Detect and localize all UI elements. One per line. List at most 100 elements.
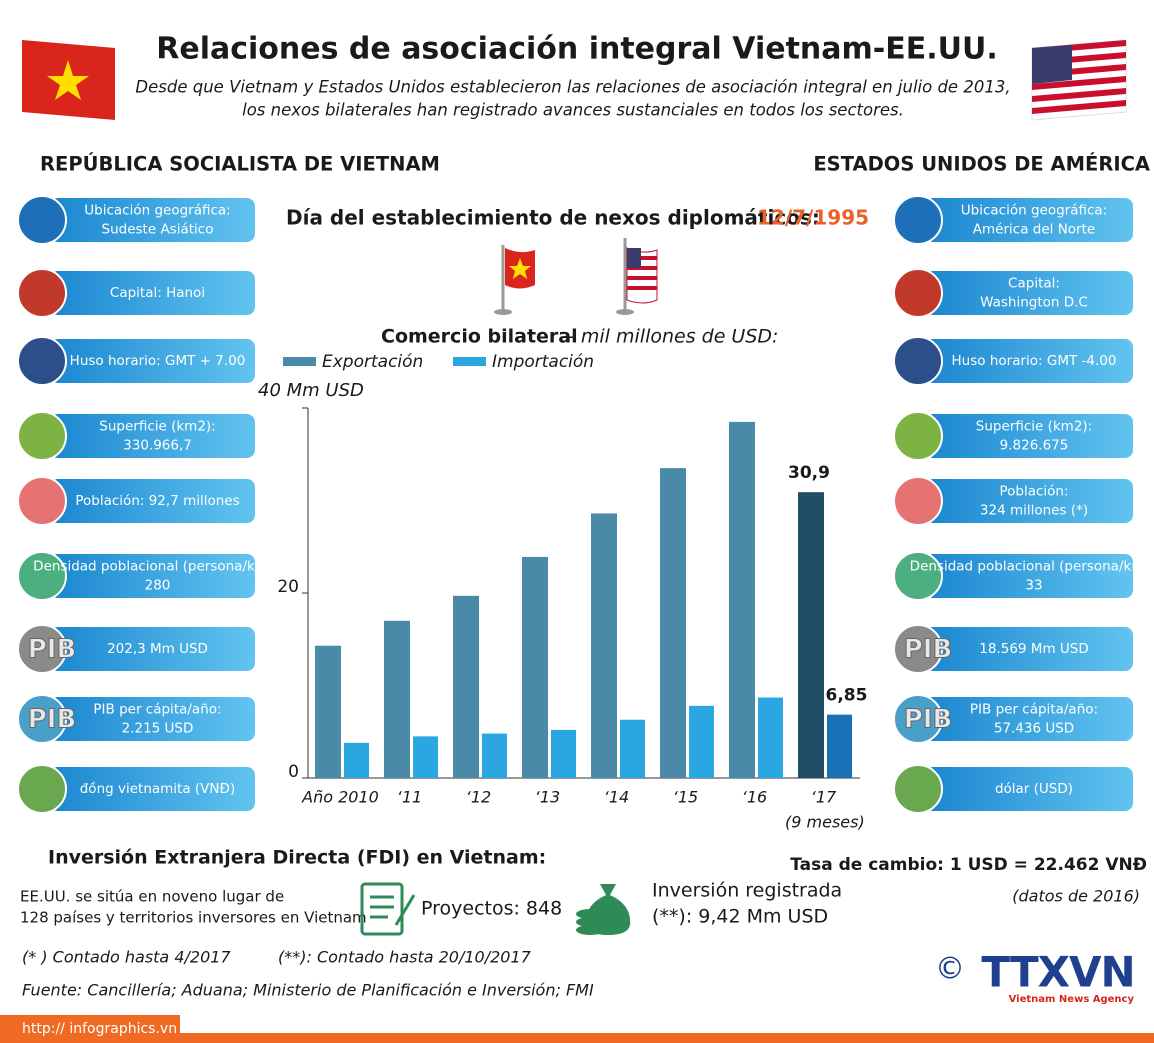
footer-tab [0,1015,180,1043]
x-tick-label: ‘11 [397,788,422,807]
chart-subtitle: - mil millones de USD: [568,326,778,348]
usa-flag [1031,39,1127,121]
footnote: (**): Contado hasta 20/10/2017 [278,948,532,967]
small-flags [494,238,658,315]
footnote: (* ) Contado hasta 4/2017 [22,948,231,967]
info-pill [925,271,1133,315]
info-text: dólar (USD) [995,781,1073,797]
info-icon [893,476,943,526]
bar [591,513,617,778]
x-tick-label: ‘12 [466,788,491,807]
y-tick-label: 20 [277,577,299,597]
bar [758,697,783,778]
icon-label: PIB [28,635,77,665]
x-tick-label: ‘15 [673,788,698,807]
info-pill [50,339,255,383]
info-icon [893,694,943,744]
document-icon [360,882,416,936]
info-pill [925,767,1133,811]
info-pill [925,697,1133,741]
fdi-investment: (**): 9,42 Mm USD [652,906,828,928]
legend-swatch [283,357,316,366]
category-note: (9 meses) [785,813,865,832]
logo: TTXVN [981,948,1134,997]
info-pill [925,479,1133,523]
bar [689,705,714,778]
bar [413,736,438,778]
section-heading: REPÚBLICA SOCIALISTA DE VIETNAM [40,152,440,176]
exchange-rate: Tasa de cambio: 1 USD = 22.462 VNĐ [790,855,1147,875]
info-pill [50,627,255,671]
info-icon [893,764,943,814]
info-pill [50,767,255,811]
info-text: Superficie (km2): [99,419,215,435]
bar [551,729,576,778]
info-icon [17,551,67,601]
info-icon [17,764,67,814]
info-text: Ubicación geográfica: [961,203,1107,219]
info-text: Ubicación geográfica: [84,203,230,219]
info-text: 57.436 USD [994,721,1074,737]
legend-label: Exportación [322,352,423,372]
info-text: Capital: Hanoi [110,285,205,301]
chart-title: Comercio bilateral [381,326,578,348]
fdi-investment: Inversión registrada [652,880,842,902]
info-icon [17,694,67,744]
footer-bar [0,1033,1154,1043]
info-text: PIB per cápita/año: [93,702,221,718]
info-text: đồng vietnamita (VNĐ) [80,780,236,797]
info-text: Población: 92,7 millones [75,493,239,509]
info-text: Superficie (km2): [976,419,1092,435]
diplomacy-date: 12/7/1995 [757,206,869,230]
info-icon [17,411,67,461]
info-text: 33 [1025,578,1042,594]
info-text: 202,3 Mm USD [107,641,208,657]
bar [827,714,852,778]
info-pill [50,697,255,741]
fdi-projects: Proyectos: 848 [421,898,562,920]
bar [798,492,824,778]
info-icon [17,336,67,386]
info-items: Ubicación geográfica: Sudeste Asiático Cap… [17,195,1154,814]
info-text: América del Norte [973,222,1095,238]
info-text: 330.966,7 [123,438,192,454]
bar [344,742,369,778]
icon-label: PIB [904,635,953,665]
info-text: 9.826.675 [1000,438,1069,454]
legend-swatch [453,357,486,366]
x-tick-label: ‘17 [811,788,837,807]
info-text: Densidad poblacional (persona/km2) [33,559,282,575]
bar [620,719,645,778]
url[interactable]: http:// infographics.vn [22,1021,177,1037]
copyright: © [935,952,965,987]
info-pill [50,554,255,598]
info-icon [893,624,943,674]
info-pill [50,414,255,458]
info-text: Washington D.C [980,295,1088,311]
title: Relaciones de asociación integral Vietna… [156,32,997,67]
fdi-heading: Inversión Extranjera Directa (FDI) en Vi… [48,847,546,869]
bar [384,620,410,778]
info-text: 324 millones (*) [980,503,1088,519]
x-tick-label: ‘16 [742,788,767,807]
y-tick-label: 40 Mm USD [258,380,364,401]
x-tick-label: ‘14 [604,788,629,807]
legend-label: Importación [492,352,594,372]
icon-label: PIB [28,705,77,735]
subtitle: los nexos bilaterales han registrado ava… [242,101,904,120]
diplomacy-label: Día del establecimiento de nexos diplomá… [286,206,820,230]
info-pill [925,339,1133,383]
chart: 0 20 40 Mm USD Exportación Importación Año 20… [258,352,867,807]
bar [660,468,686,778]
info-pill [925,414,1133,458]
info-pill [50,271,255,315]
info-text: PIB per cápita/año: [970,702,1098,718]
fdi-text: EE.UU. se sitúa en noveno lugar de [20,888,284,906]
x-tick-label: Año 2010 [301,788,379,807]
info-icon [893,336,943,386]
info-pill [925,627,1133,671]
value-label: 6,85 [826,686,868,706]
info-text: Huso horario: GMT + 7.00 [70,353,246,369]
info-icon [893,195,943,245]
